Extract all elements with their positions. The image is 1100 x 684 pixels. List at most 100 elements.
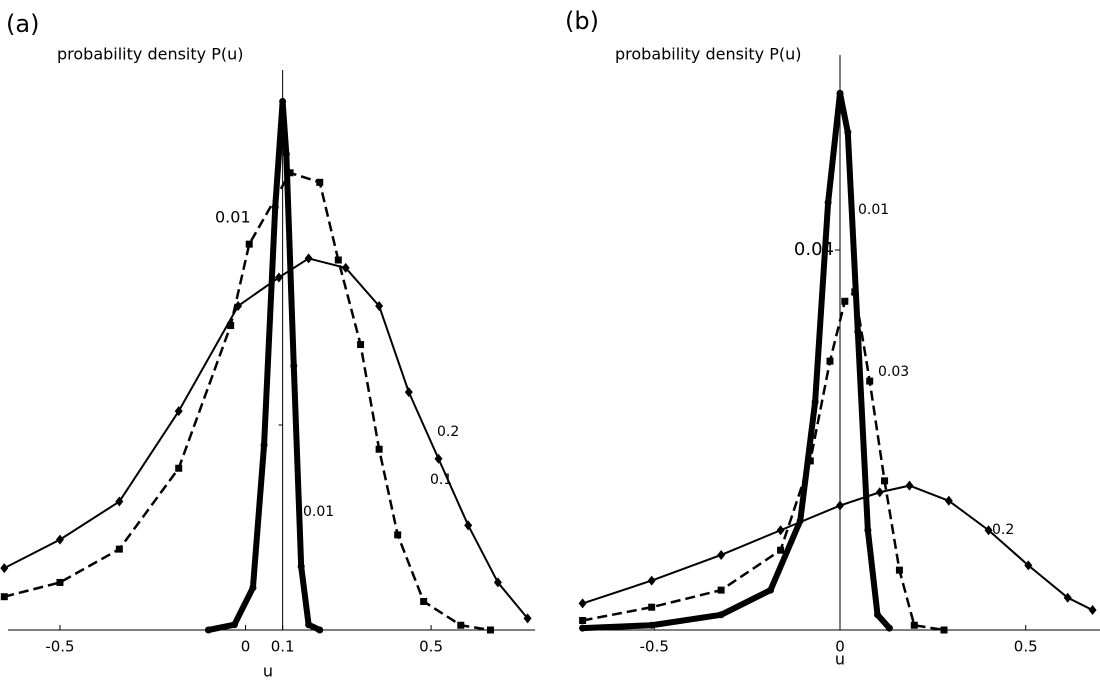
x-tick-label: 0 xyxy=(241,638,251,656)
marker xyxy=(895,566,903,574)
marker xyxy=(55,534,64,545)
marker xyxy=(811,398,819,406)
marker xyxy=(486,626,494,634)
series-line xyxy=(207,98,322,633)
marker xyxy=(375,445,383,453)
series-line xyxy=(582,484,1094,611)
marker xyxy=(493,577,502,588)
marker xyxy=(286,169,294,177)
y-axis-label: probability density P(u) xyxy=(615,45,801,64)
marker xyxy=(227,322,235,330)
marker xyxy=(874,611,882,619)
curve-label: 0.01 xyxy=(858,202,889,218)
marker xyxy=(984,525,993,536)
marker xyxy=(866,377,874,385)
marker xyxy=(579,617,587,624)
marker xyxy=(434,453,443,464)
marker xyxy=(717,549,726,560)
x-axis-label: u xyxy=(263,662,273,681)
marker xyxy=(841,297,849,305)
panel-label: (a) xyxy=(6,10,39,38)
marker xyxy=(0,563,9,574)
marker xyxy=(282,150,290,158)
x-tick-label: 0.5 xyxy=(1014,638,1038,656)
marker xyxy=(844,128,852,136)
marker xyxy=(717,586,725,594)
marker xyxy=(854,328,862,336)
marker xyxy=(940,626,948,634)
marker xyxy=(875,487,884,498)
marker xyxy=(204,626,212,634)
marker xyxy=(648,621,656,629)
marker xyxy=(885,624,893,632)
marker xyxy=(245,240,253,248)
marker xyxy=(316,178,324,186)
marker xyxy=(777,546,785,554)
marker xyxy=(1063,592,1072,603)
marker xyxy=(648,603,656,611)
marker xyxy=(375,300,384,311)
marker xyxy=(341,262,350,273)
annotation: 0.01 xyxy=(215,208,251,227)
marker xyxy=(394,531,402,539)
marker xyxy=(420,597,428,605)
marker xyxy=(523,613,532,624)
marker xyxy=(304,253,313,264)
marker xyxy=(316,626,324,634)
marker xyxy=(305,621,313,629)
marker xyxy=(836,500,844,511)
marker xyxy=(905,480,914,491)
curve-label: 0.2 xyxy=(437,424,459,440)
marker xyxy=(175,464,183,472)
marker xyxy=(910,621,918,629)
marker xyxy=(115,545,123,553)
marker xyxy=(767,586,775,594)
marker xyxy=(717,611,725,619)
x-tick-label: 0.5 xyxy=(419,638,443,656)
curve-label: 0.2 xyxy=(992,522,1014,538)
marker xyxy=(776,525,785,536)
marker xyxy=(647,575,656,586)
x-tick-label: 0 xyxy=(835,638,845,656)
marker xyxy=(579,624,587,632)
marker xyxy=(297,563,305,571)
curve-label: 0.01 xyxy=(303,504,334,520)
marker xyxy=(836,89,844,97)
marker xyxy=(274,272,283,283)
marker xyxy=(115,496,124,507)
marker xyxy=(234,300,243,311)
marker xyxy=(249,584,257,592)
series-line xyxy=(3,257,529,620)
marker xyxy=(357,341,365,349)
marker xyxy=(0,593,8,601)
marker xyxy=(457,621,465,629)
x-tick-label: -0.5 xyxy=(45,638,74,656)
panel-label: (b) xyxy=(565,7,599,35)
marker xyxy=(806,457,814,465)
x-tick-label: 0.1 xyxy=(271,638,295,656)
marker xyxy=(1024,560,1033,571)
marker xyxy=(881,477,889,485)
marker xyxy=(174,406,183,417)
marker xyxy=(578,598,587,609)
marker xyxy=(279,97,287,105)
marker xyxy=(464,520,473,531)
marker xyxy=(334,256,342,264)
x-axis-label: u xyxy=(835,650,845,669)
marker xyxy=(404,387,413,398)
marker xyxy=(290,362,298,370)
marker xyxy=(851,288,859,296)
marker xyxy=(1088,605,1097,616)
marker xyxy=(824,199,832,206)
x-tick-label: -0.5 xyxy=(640,638,669,656)
curve-label: 0.03 xyxy=(878,364,909,380)
marker xyxy=(230,621,238,629)
marker xyxy=(260,441,268,449)
marker xyxy=(271,203,279,211)
marker xyxy=(864,526,872,534)
y-axis-label: probability density P(u) xyxy=(57,45,243,64)
marker xyxy=(826,357,834,365)
series-line xyxy=(582,290,945,632)
marker xyxy=(56,578,64,586)
